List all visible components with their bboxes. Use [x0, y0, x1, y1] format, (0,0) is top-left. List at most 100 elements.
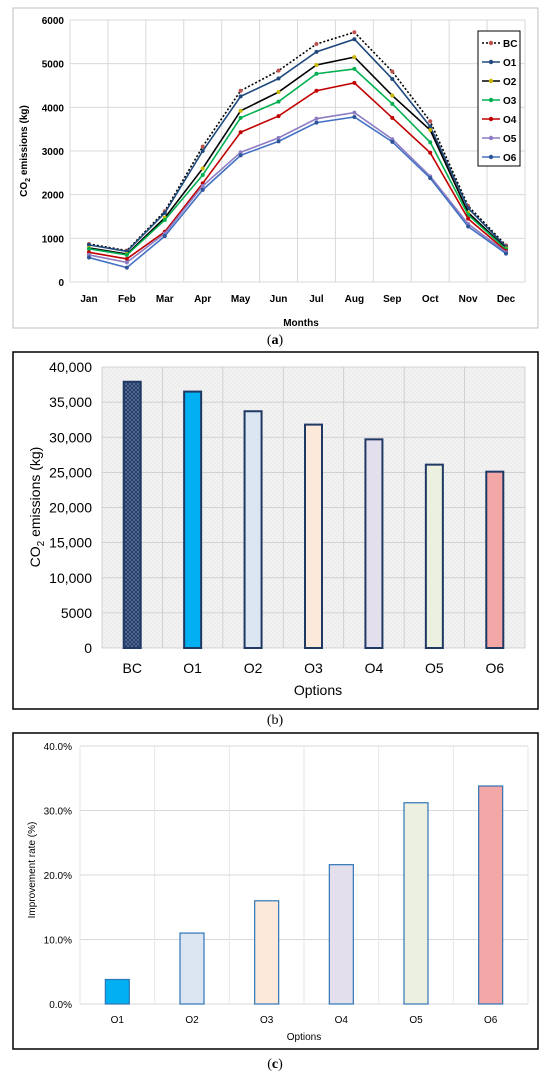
chart-c-bars: [104, 785, 504, 1005]
chart-a-series-line-BC: [88, 31, 507, 252]
chart-b-x-tick: O5: [425, 660, 444, 676]
chart-a-x-ticks: Jan Feb Mar Apr May Jun Jul Aug Sep Oct Nov Dec: [80, 294, 515, 305]
chart-a-legend: BC O1 O2 O3 O4 O5 O6: [477, 30, 521, 167]
chart-a-point-O6: [276, 139, 281, 144]
chart-c-x-tick: O4: [335, 1015, 349, 1026]
chart-a-point-O3: [352, 66, 357, 71]
chart-c-x-tick: O5: [409, 1015, 423, 1026]
chart-a-legend-label: O1: [503, 58, 517, 69]
chart-c-bar-O2: [179, 932, 205, 1005]
chart-a-legend-label: O6: [503, 153, 517, 164]
chart-a-point-BC: [238, 88, 243, 93]
chart-a-point-O6: [124, 265, 129, 270]
chart-a-x-tick: Feb: [118, 294, 136, 305]
chart-a-x-tick: Sep: [383, 294, 401, 305]
chart-a-point-O3: [124, 252, 129, 257]
chart-a-point-O1: [200, 149, 205, 153]
chart-a-legend-marker: [488, 116, 494, 122]
chart-a-point-BC: [200, 144, 205, 149]
chart-b-bar-O2: [243, 410, 263, 649]
chart-b-y-tick: 35,000: [49, 394, 92, 410]
chart-a-x-tick: May: [231, 294, 251, 305]
chart-a-point-O3: [162, 217, 167, 222]
chart-b-y-tick: 20,000: [49, 500, 92, 516]
caption-c: (c): [267, 1057, 283, 1072]
chart-a-x-tick: Mar: [156, 294, 174, 305]
chart-a-point-BC: [314, 42, 319, 47]
chart-a-point-O2: [428, 128, 433, 133]
chart-a-y-tick: 3000: [42, 147, 65, 158]
chart-c-y-axis-title: Improvement rate (%): [27, 822, 38, 919]
chart-c-y-tick: 10.0%: [44, 936, 72, 947]
chart-b-x-tick: O3: [304, 660, 323, 676]
caption-a: (a): [267, 333, 284, 348]
chart-a-point-O1: [276, 76, 281, 81]
chart-a-point-O5: [238, 150, 243, 155]
chart-a-x-tick: Jul: [309, 294, 324, 305]
chart-a-y-tick: 4000: [42, 103, 65, 114]
chart-a-point-O5: [352, 110, 357, 115]
chart-b-x-ticks: BC O1 O2 O3 O4 O5 O6: [122, 660, 504, 676]
chart-b-bars: [122, 380, 505, 650]
chart-a-point-O2: [390, 93, 395, 98]
chart-c-y-tick: 40.0%: [44, 742, 72, 753]
chart-a-legend-marker: [488, 154, 494, 160]
chart-c-bar-O4: [328, 864, 354, 1005]
chart-a-point-O6: [200, 187, 205, 192]
chart-a-point-O4: [352, 80, 357, 85]
chart-a-point-O4: [466, 216, 471, 221]
chart-c-x-tick: O3: [260, 1015, 274, 1026]
chart-a-series: [86, 30, 509, 270]
chart-a-point-O5: [200, 183, 205, 188]
chart-b-y-ticks: 0 5000 10,000 15,000 20,000 25,000 30,000 35,00…: [49, 359, 92, 656]
chart-a-point-O1: [238, 94, 243, 99]
chart-a-frame: [12, 7, 539, 329]
chart-a-point-O2: [314, 62, 319, 67]
chart-a-point-O3: [86, 246, 91, 251]
chart-b-x-tick: O6: [485, 660, 504, 676]
chart-a-point-O3: [314, 71, 319, 76]
chart-c-bar-O5: [403, 802, 429, 1005]
chart-b-y-tick: 5000: [61, 605, 92, 621]
chart-a-legend-label: O2: [503, 77, 517, 88]
caption-b: (b): [267, 713, 284, 728]
chart-a-legend-marker: [488, 59, 494, 65]
chart-a-legend-label: O5: [503, 134, 517, 145]
chart-a-point-O5: [314, 116, 319, 121]
chart-a: 0 1000 2000 3000 4000 5000 6000 Jan Feb Mar Apr Ma…: [12, 7, 539, 329]
chart-b-y-tick: 40,000: [49, 359, 92, 375]
chart-a-y-tick: 1000: [42, 234, 65, 245]
chart-c-y-tick: 0.0%: [49, 1000, 72, 1011]
chart-a-point-O6: [238, 153, 243, 158]
chart-a-y-axis-title: CO2 emissions (kg): [19, 105, 32, 197]
chart-c-x-tick: O6: [484, 1015, 498, 1026]
chart-c-y-tick: 20.0%: [44, 871, 72, 882]
chart-a-series-line-O3: [88, 68, 507, 256]
chart-a-legend-label: BC: [503, 39, 517, 50]
chart-b-x-axis-title: Options: [294, 682, 342, 698]
chart-a-x-tick: Dec: [497, 294, 516, 305]
chart-b-y-axis-title: CO2 emissions (kg): [27, 447, 47, 568]
chart-a-point-O6: [314, 120, 319, 125]
chart-a-point-O4: [276, 114, 281, 119]
chart-c-bar-O3: [254, 900, 280, 1005]
chart-a-point-O1: [162, 211, 167, 216]
chart-a-x-tick: Jun: [270, 294, 288, 305]
chart-b-x-tick: O2: [244, 660, 263, 676]
chart-c-bar-O1: [104, 978, 130, 1005]
chart-a-point-O2: [276, 90, 281, 95]
chart-a-legend-marker: [488, 40, 494, 46]
chart-a-point-O3: [200, 173, 205, 178]
chart-b-y-tick: 10,000: [49, 570, 92, 586]
chart-a-legend-marker: [488, 135, 494, 141]
chart-a-legend-label: O4: [503, 115, 517, 126]
chart-a-point-O4: [428, 150, 433, 155]
chart-c-x-axis-title: Options: [287, 1032, 321, 1043]
chart-a-y-tick: 0: [58, 278, 64, 289]
chart-a-point-BC: [390, 69, 395, 74]
chart-a-point-O5: [276, 135, 281, 140]
chart-b-bar-O1: [183, 390, 203, 649]
chart-a-point-O1: [428, 124, 433, 129]
chart-b-bar-O6: [485, 470, 505, 649]
chart-a-series-line-O4: [88, 82, 507, 260]
